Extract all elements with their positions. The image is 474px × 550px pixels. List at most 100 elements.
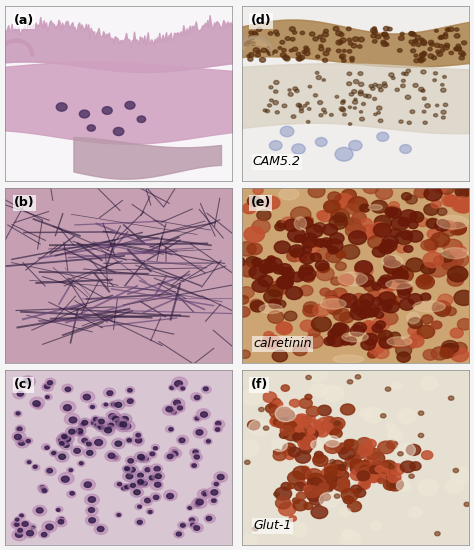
Circle shape [213, 425, 222, 432]
Circle shape [398, 289, 410, 298]
Circle shape [389, 73, 394, 77]
Circle shape [209, 498, 218, 505]
Circle shape [45, 467, 56, 475]
Circle shape [365, 448, 381, 460]
Circle shape [434, 256, 446, 265]
Circle shape [323, 111, 327, 114]
Circle shape [431, 233, 450, 247]
Circle shape [177, 406, 182, 410]
Circle shape [335, 470, 343, 476]
Circle shape [280, 432, 288, 438]
Circle shape [432, 321, 442, 329]
Circle shape [419, 59, 424, 63]
Circle shape [330, 417, 345, 429]
Circle shape [300, 109, 303, 113]
Circle shape [350, 326, 365, 336]
Circle shape [387, 28, 392, 31]
Circle shape [250, 301, 265, 312]
Circle shape [379, 243, 393, 254]
Circle shape [279, 503, 296, 516]
Circle shape [303, 424, 311, 431]
Circle shape [341, 488, 358, 502]
Circle shape [289, 245, 305, 257]
Circle shape [283, 428, 300, 441]
Circle shape [308, 473, 324, 486]
Circle shape [24, 438, 33, 444]
Circle shape [345, 439, 358, 450]
Circle shape [196, 430, 203, 435]
Circle shape [273, 90, 278, 94]
Circle shape [348, 456, 361, 466]
Circle shape [277, 277, 293, 289]
Circle shape [420, 40, 426, 44]
Circle shape [288, 228, 305, 242]
Circle shape [323, 423, 333, 431]
Circle shape [120, 422, 127, 427]
Circle shape [371, 87, 375, 90]
Circle shape [428, 262, 447, 277]
Circle shape [81, 392, 95, 403]
Circle shape [387, 472, 396, 479]
Circle shape [305, 334, 323, 348]
Circle shape [378, 468, 389, 476]
Circle shape [363, 182, 379, 194]
Circle shape [257, 50, 261, 53]
Circle shape [249, 266, 267, 279]
Circle shape [349, 231, 366, 245]
Circle shape [337, 464, 347, 472]
Circle shape [167, 493, 173, 499]
Circle shape [342, 100, 346, 102]
Circle shape [364, 280, 377, 291]
Circle shape [366, 95, 371, 98]
Circle shape [282, 448, 291, 455]
Circle shape [265, 404, 277, 413]
Circle shape [359, 294, 374, 305]
Circle shape [211, 499, 216, 502]
Circle shape [440, 251, 454, 262]
Circle shape [334, 494, 340, 498]
Circle shape [117, 419, 130, 430]
Circle shape [319, 114, 323, 117]
Circle shape [375, 186, 392, 199]
Circle shape [73, 426, 86, 436]
Circle shape [357, 446, 368, 454]
Circle shape [408, 318, 422, 328]
Circle shape [335, 443, 349, 454]
Circle shape [274, 80, 279, 85]
Circle shape [300, 438, 307, 444]
Circle shape [461, 52, 465, 56]
Circle shape [357, 45, 362, 48]
Circle shape [373, 97, 377, 101]
Circle shape [249, 420, 269, 435]
Circle shape [435, 219, 450, 231]
Circle shape [120, 421, 135, 432]
Circle shape [69, 429, 75, 434]
Circle shape [15, 425, 25, 433]
Circle shape [444, 195, 458, 206]
Circle shape [316, 75, 321, 80]
Circle shape [306, 489, 323, 502]
Circle shape [358, 475, 368, 482]
Circle shape [201, 491, 209, 496]
Circle shape [339, 508, 351, 517]
Circle shape [360, 117, 365, 121]
Circle shape [333, 288, 347, 299]
Circle shape [128, 389, 132, 392]
Circle shape [22, 521, 28, 526]
Circle shape [427, 229, 440, 239]
Circle shape [355, 261, 373, 274]
Circle shape [317, 249, 330, 259]
Circle shape [339, 294, 357, 307]
Circle shape [14, 517, 22, 522]
Circle shape [263, 109, 267, 112]
Circle shape [137, 454, 144, 460]
Circle shape [373, 83, 377, 86]
Circle shape [259, 259, 277, 273]
Circle shape [112, 454, 120, 461]
Circle shape [18, 513, 26, 519]
Circle shape [305, 364, 328, 382]
Circle shape [31, 526, 35, 529]
Circle shape [354, 98, 357, 101]
Circle shape [311, 440, 322, 449]
Circle shape [273, 400, 283, 408]
